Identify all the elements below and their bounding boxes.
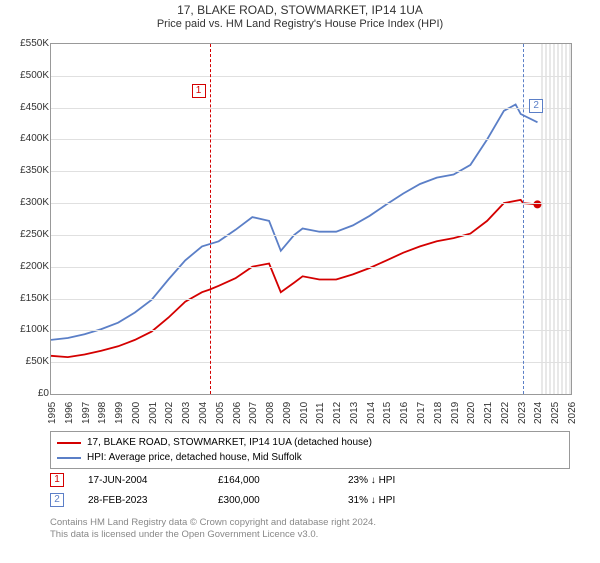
gridline-y — [51, 267, 571, 268]
x-axis-label: 2012 — [332, 414, 343, 424]
x-axis-label: 2002 — [164, 414, 175, 424]
x-axis-label: 2026 — [567, 414, 578, 424]
x-axis-label: 2017 — [416, 414, 427, 424]
x-axis-label: 1995 — [47, 414, 58, 424]
x-axis-label: 2001 — [148, 414, 159, 424]
x-axis-label: 2018 — [433, 414, 444, 424]
y-axis-label: £400K — [3, 134, 49, 144]
y-axis-label: £150K — [3, 294, 49, 304]
gridline-y — [51, 203, 571, 204]
gridline-y — [51, 235, 571, 236]
event-line-2 — [523, 44, 524, 394]
gridline-y — [51, 76, 571, 77]
y-axis-label: £450K — [3, 103, 49, 113]
legend-row: HPI: Average price, detached house, Mid … — [57, 450, 563, 465]
event-id-box: 2 — [50, 493, 64, 507]
x-axis-label: 2021 — [483, 414, 494, 424]
event-date: 28-FEB-2023 — [88, 495, 218, 506]
x-axis-label: 2024 — [533, 414, 544, 424]
footer-line-1: Contains HM Land Registry data © Crown c… — [50, 517, 376, 528]
x-axis-label: 2004 — [198, 414, 209, 424]
y-axis-label: £300K — [3, 198, 49, 208]
chart-svg — [51, 44, 571, 394]
chart-plot-area: £0£50K£100K£150K£200K£250K£300K£350K£400… — [50, 43, 572, 395]
event-marker-1: 1 — [192, 84, 206, 98]
series-end-marker — [533, 200, 541, 208]
events-list: 1 17-JUN-2004£164,00023% ↓ HPI 2 28-FEB-202… — [50, 473, 570, 513]
x-axis-label: 2005 — [215, 414, 226, 424]
chart-subtitle: Price paid vs. HM Land Registry's House … — [0, 18, 600, 30]
y-axis-label: £250K — [3, 230, 49, 240]
x-axis-label: 2009 — [282, 414, 293, 424]
event-price: £164,000 — [218, 475, 348, 486]
x-axis-label: 1998 — [97, 414, 108, 424]
x-axis-label: 1999 — [114, 414, 125, 424]
gridline-y — [51, 139, 571, 140]
event-diff: 23% ↓ HPI — [348, 475, 478, 486]
x-axis-label: 2010 — [299, 414, 310, 424]
y-axis-label: £50K — [3, 357, 49, 367]
legend-swatch — [57, 457, 81, 459]
x-axis-label: 2013 — [349, 414, 360, 424]
x-axis-label: 2011 — [315, 414, 326, 424]
event-date: 17-JUN-2004 — [88, 475, 218, 486]
y-axis-label: £100K — [3, 325, 49, 335]
legend-label: 17, BLAKE ROAD, STOWMARKET, IP14 1UA (de… — [87, 437, 372, 448]
footer-line-2: This data is licensed under the Open Gov… — [50, 529, 318, 540]
legend-label: HPI: Average price, detached house, Mid … — [87, 452, 302, 463]
event-id-box: 1 — [50, 473, 64, 487]
x-axis-label: 2007 — [248, 414, 259, 424]
x-axis-label: 2022 — [500, 414, 511, 424]
x-axis-label: 2014 — [366, 414, 377, 424]
event-marker-2: 2 — [529, 99, 543, 113]
x-axis-label: 2020 — [466, 414, 477, 424]
chart-title: 17, BLAKE ROAD, STOWMARKET, IP14 1UA — [0, 3, 600, 17]
legend-row: 17, BLAKE ROAD, STOWMARKET, IP14 1UA (de… — [57, 435, 563, 450]
event-row-1: 1 17-JUN-2004£164,00023% ↓ HPI — [50, 473, 570, 487]
event-row-2: 2 28-FEB-2023£300,00031% ↓ HPI — [50, 493, 570, 507]
series-price_paid — [51, 200, 538, 357]
x-axis-label: 2008 — [265, 414, 276, 424]
x-axis-label: 2016 — [399, 414, 410, 424]
x-axis-label: 2003 — [181, 414, 192, 424]
footer-attribution: Contains HM Land Registry data © Crown c… — [50, 517, 570, 541]
legend-swatch — [57, 442, 81, 444]
x-axis-label: 2023 — [517, 414, 528, 424]
gridline-y — [51, 362, 571, 363]
x-axis-label: 2025 — [550, 414, 561, 424]
y-axis-label: £200K — [3, 262, 49, 272]
gridline-y — [51, 108, 571, 109]
x-axis-label: 2000 — [131, 414, 142, 424]
gridline-y — [51, 330, 571, 331]
x-axis-label: 2006 — [232, 414, 243, 424]
x-axis-label: 2019 — [450, 414, 461, 424]
gridline-y — [51, 171, 571, 172]
y-axis-label: £350K — [3, 166, 49, 176]
y-axis-label: £500K — [3, 71, 49, 81]
event-diff: 31% ↓ HPI — [348, 495, 478, 506]
x-axis-label: 2015 — [382, 414, 393, 424]
x-axis-label: 1996 — [64, 414, 75, 424]
legend: 17, BLAKE ROAD, STOWMARKET, IP14 1UA (de… — [50, 431, 570, 469]
x-axis-label: 1997 — [81, 414, 92, 424]
y-axis-label: £550K — [3, 39, 49, 49]
gridline-y — [51, 299, 571, 300]
event-price: £300,000 — [218, 495, 348, 506]
event-line-1 — [210, 44, 211, 394]
y-axis-label: £0 — [3, 389, 49, 399]
